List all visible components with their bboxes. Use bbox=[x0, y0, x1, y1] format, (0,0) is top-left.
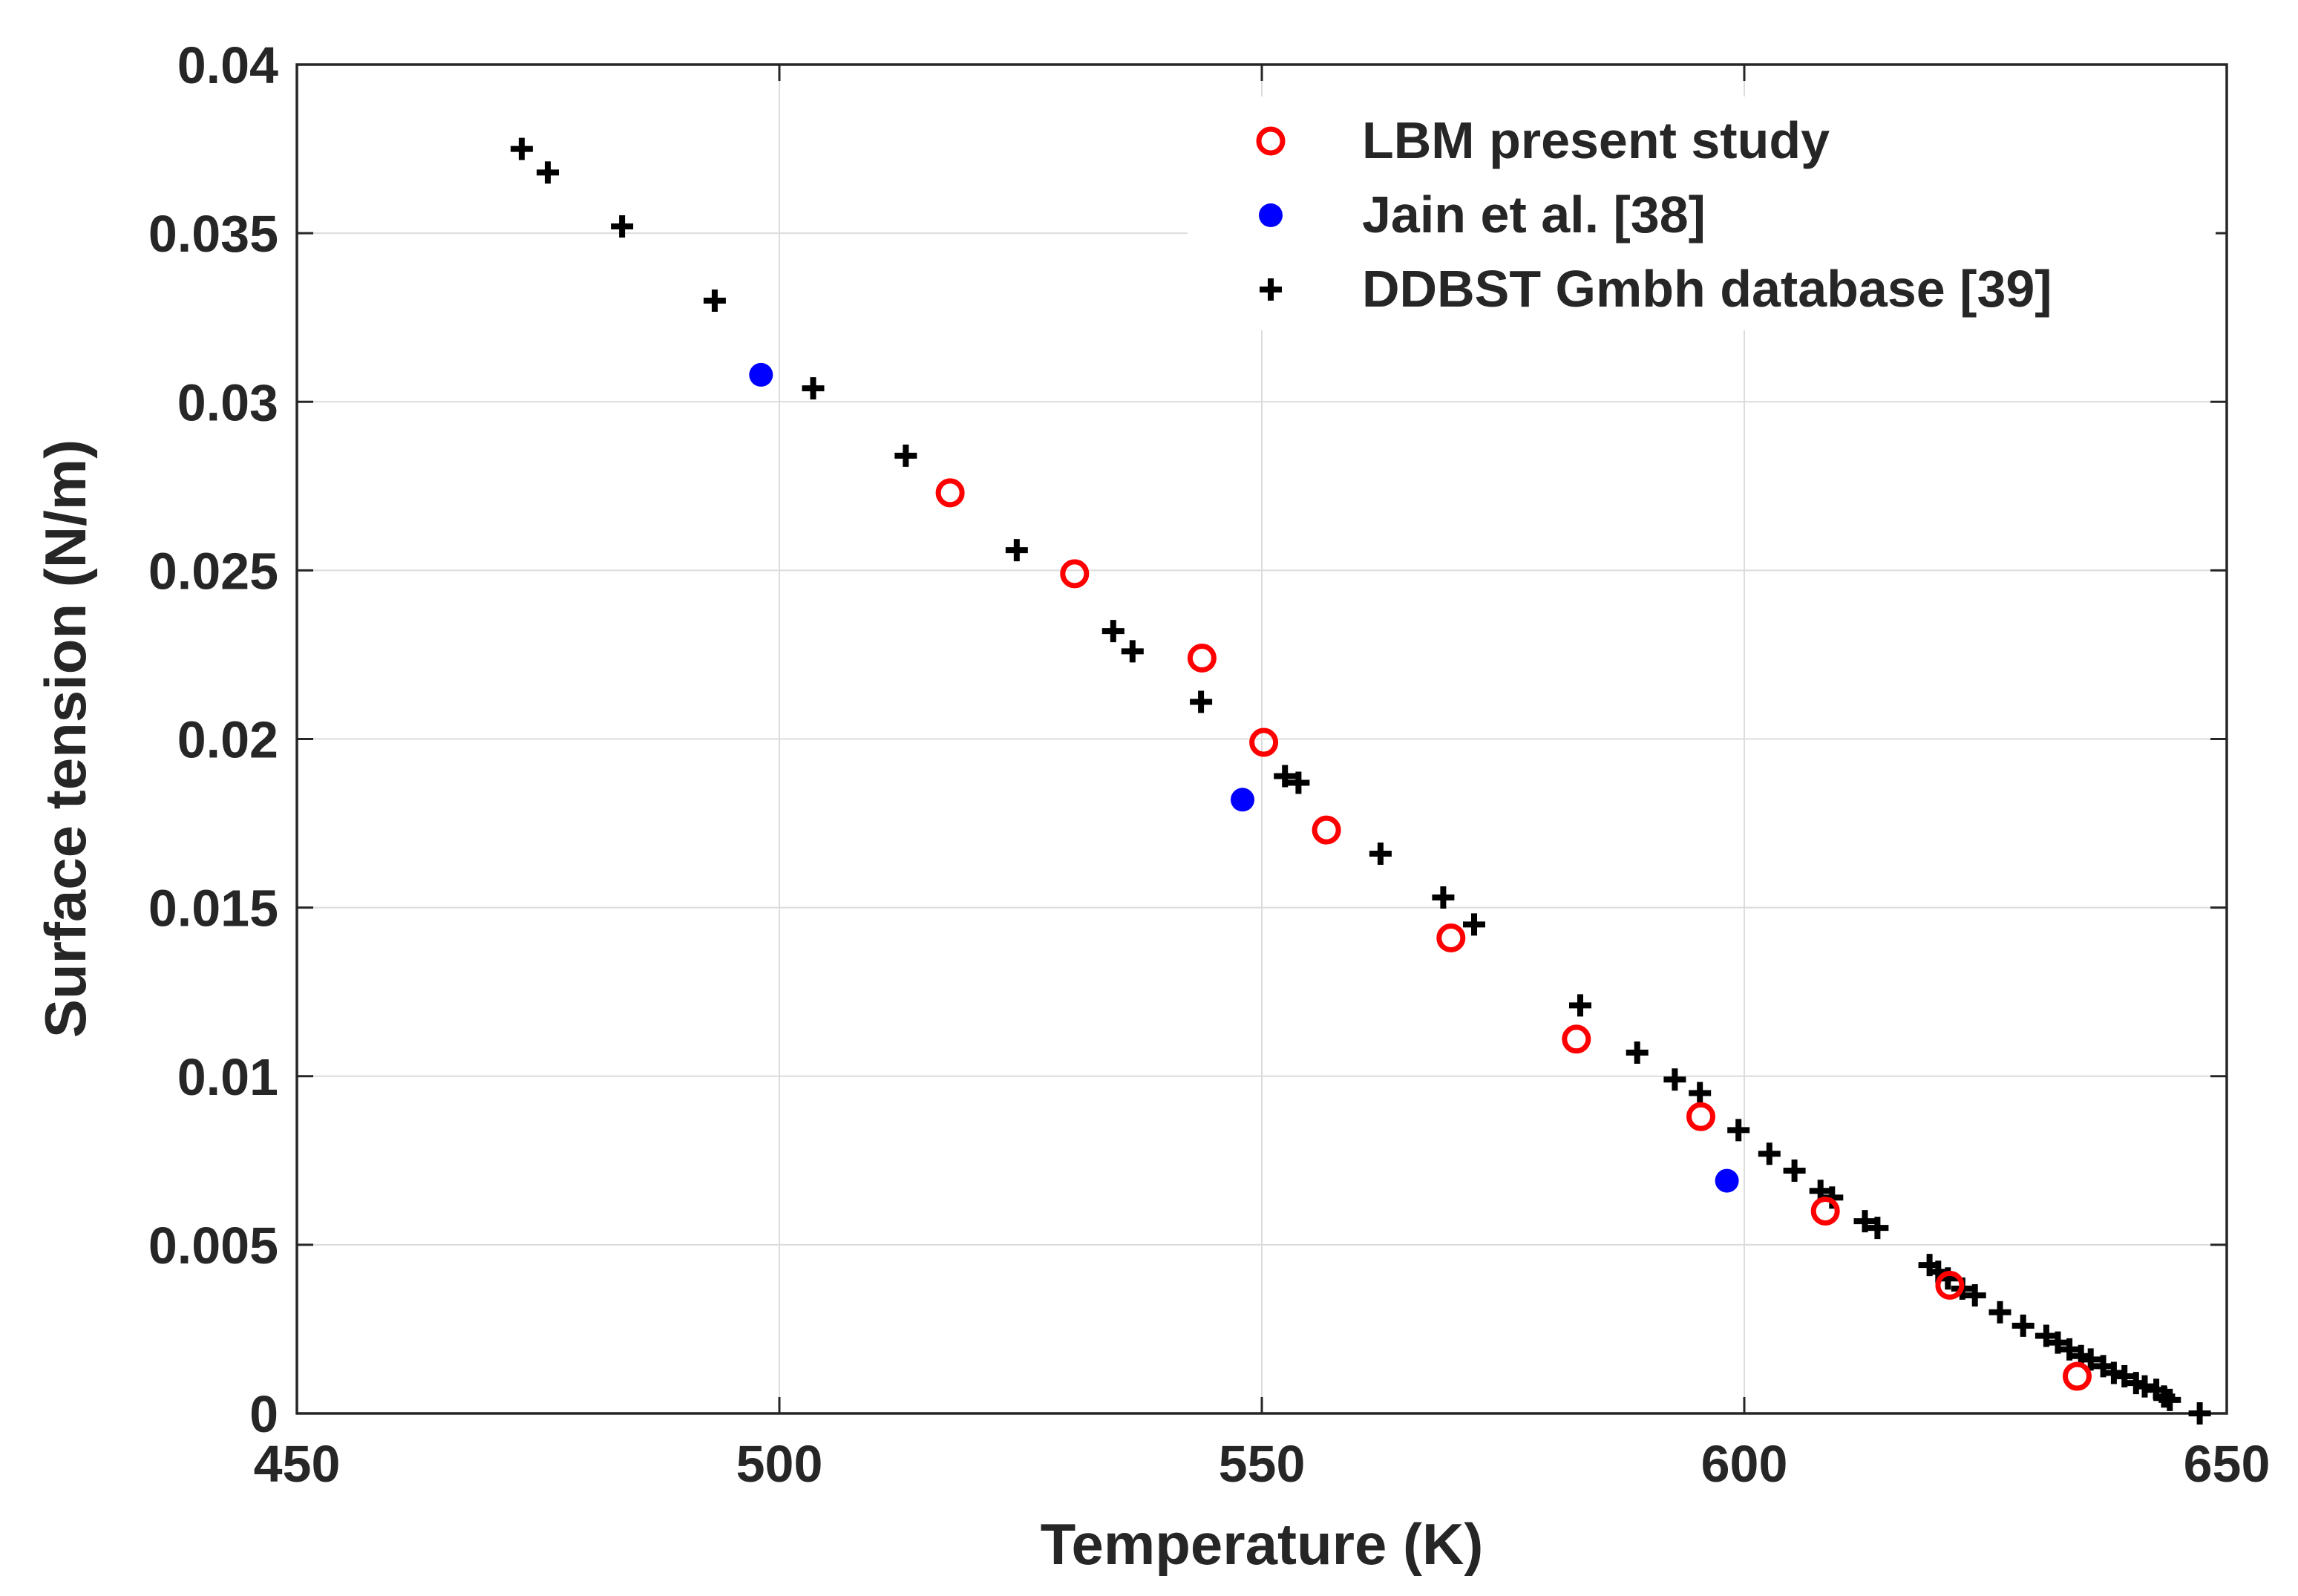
ddbst-point bbox=[1369, 842, 1392, 865]
ddbst-point bbox=[1866, 1217, 1889, 1240]
data-series bbox=[510, 137, 2211, 1425]
legend-label-jain: Jain et al. [38] bbox=[1362, 186, 1706, 243]
x-tick-label: 450 bbox=[254, 1435, 341, 1493]
ddbst-point bbox=[1190, 690, 1213, 713]
jain-point bbox=[1231, 788, 1254, 812]
ddbst-point bbox=[894, 444, 917, 467]
lbm-point bbox=[2063, 1361, 2092, 1391]
legend-marker-jain bbox=[1259, 203, 1283, 227]
x-tick-label: 650 bbox=[2184, 1435, 2271, 1493]
lbm-point bbox=[1249, 727, 1279, 757]
ddbst-point bbox=[1783, 1159, 1806, 1182]
ddbst-point bbox=[1663, 1068, 1686, 1091]
legend-box bbox=[1188, 97, 2216, 330]
lbm-point bbox=[1187, 643, 1217, 673]
ddbst-point bbox=[1988, 1301, 2011, 1324]
x-axis-label: Temperature (K) bbox=[1041, 1511, 1484, 1577]
ddbst-point bbox=[1287, 771, 1310, 794]
lbm-point bbox=[1935, 1270, 1965, 1300]
ddbst-point bbox=[2058, 1338, 2081, 1361]
ddbst-point bbox=[510, 137, 533, 160]
lbm-point bbox=[1436, 923, 1466, 953]
ddbst-point bbox=[2102, 1361, 2125, 1384]
y-tick-label: 0.035 bbox=[148, 205, 278, 263]
y-tick-label: 0.025 bbox=[148, 542, 278, 600]
lbm-point bbox=[1810, 1196, 1840, 1226]
ddbst-point bbox=[1101, 620, 1125, 643]
legend: LBM present study Jain et al. [38] DDBST… bbox=[1188, 97, 2216, 330]
lbm-point bbox=[1312, 815, 1341, 845]
ddbst-point bbox=[1274, 765, 1297, 788]
legend-marker-lbm bbox=[1256, 126, 1286, 156]
ddbst-point bbox=[1626, 1041, 1649, 1064]
ddbst-point bbox=[1853, 1210, 1876, 1233]
ddbst-point bbox=[1727, 1119, 1750, 1142]
ddbst-point bbox=[1963, 1284, 1986, 1307]
ddbst-point bbox=[2113, 1365, 2136, 1388]
ddbst-point bbox=[2011, 1314, 2035, 1337]
ddbst-point bbox=[2133, 1375, 2156, 1398]
ddbst-point bbox=[2079, 1348, 2102, 1371]
ddbst-point bbox=[1121, 640, 1144, 663]
y-tick-label: 0.005 bbox=[148, 1217, 278, 1275]
ddbst-point bbox=[802, 377, 825, 400]
ddbst-point bbox=[2158, 1388, 2181, 1411]
legend-marker-ddbst bbox=[1260, 278, 1282, 301]
legend-label-ddbst: DDBST Gmbh database [39] bbox=[1362, 260, 2052, 318]
x-tick-labels: 450 500 550 600 650 bbox=[254, 1435, 2271, 1493]
jain-point bbox=[749, 362, 773, 387]
y-tick-label: 0.04 bbox=[177, 36, 278, 94]
ddbst-point bbox=[2188, 1402, 2211, 1425]
ddbst-point bbox=[703, 289, 726, 312]
lbm-point bbox=[1562, 1024, 1591, 1054]
lbm-point bbox=[935, 478, 965, 508]
legend-label-lbm: LBM present study bbox=[1362, 111, 1830, 169]
y-tick-labels: 0 0.005 0.01 0.015 0.02 0.025 0.03 0.035 0.04 bbox=[148, 36, 278, 1443]
ddbst-point bbox=[1005, 539, 1028, 562]
series-ddbst bbox=[510, 137, 2211, 1425]
lbm-point bbox=[1686, 1102, 1715, 1131]
y-axis-label: Surface tension (N/m) bbox=[33, 439, 98, 1038]
ddbst-point bbox=[1689, 1082, 1712, 1105]
legend-markers bbox=[1256, 126, 1286, 301]
ddbst-point bbox=[611, 215, 634, 238]
ddbst-point bbox=[2046, 1331, 2069, 1354]
x-tick-label: 550 bbox=[1219, 1435, 1306, 1493]
series-jain bbox=[749, 362, 1739, 1193]
ddbst-point bbox=[2035, 1324, 2058, 1347]
y-tick-label: 0.01 bbox=[177, 1048, 278, 1106]
x-tick-label: 600 bbox=[1701, 1435, 1788, 1493]
x-tick-label: 500 bbox=[736, 1435, 823, 1493]
y-tick-label: 0.015 bbox=[148, 880, 278, 938]
ddbst-point bbox=[1758, 1142, 1781, 1165]
lbm-point bbox=[1060, 559, 1090, 589]
y-tick-label: 0.02 bbox=[177, 711, 278, 769]
ddbst-point bbox=[537, 161, 559, 184]
y-tick-label: 0 bbox=[249, 1385, 278, 1443]
y-tick-label: 0.03 bbox=[177, 373, 278, 431]
jain-point bbox=[1715, 1168, 1739, 1193]
series-lbm bbox=[935, 478, 2092, 1391]
ddbst-point bbox=[1432, 886, 1455, 909]
ddbst-point bbox=[1463, 913, 1485, 936]
axis-ticks bbox=[295, 63, 2228, 1415]
ddbst-point bbox=[1569, 994, 1591, 1017]
